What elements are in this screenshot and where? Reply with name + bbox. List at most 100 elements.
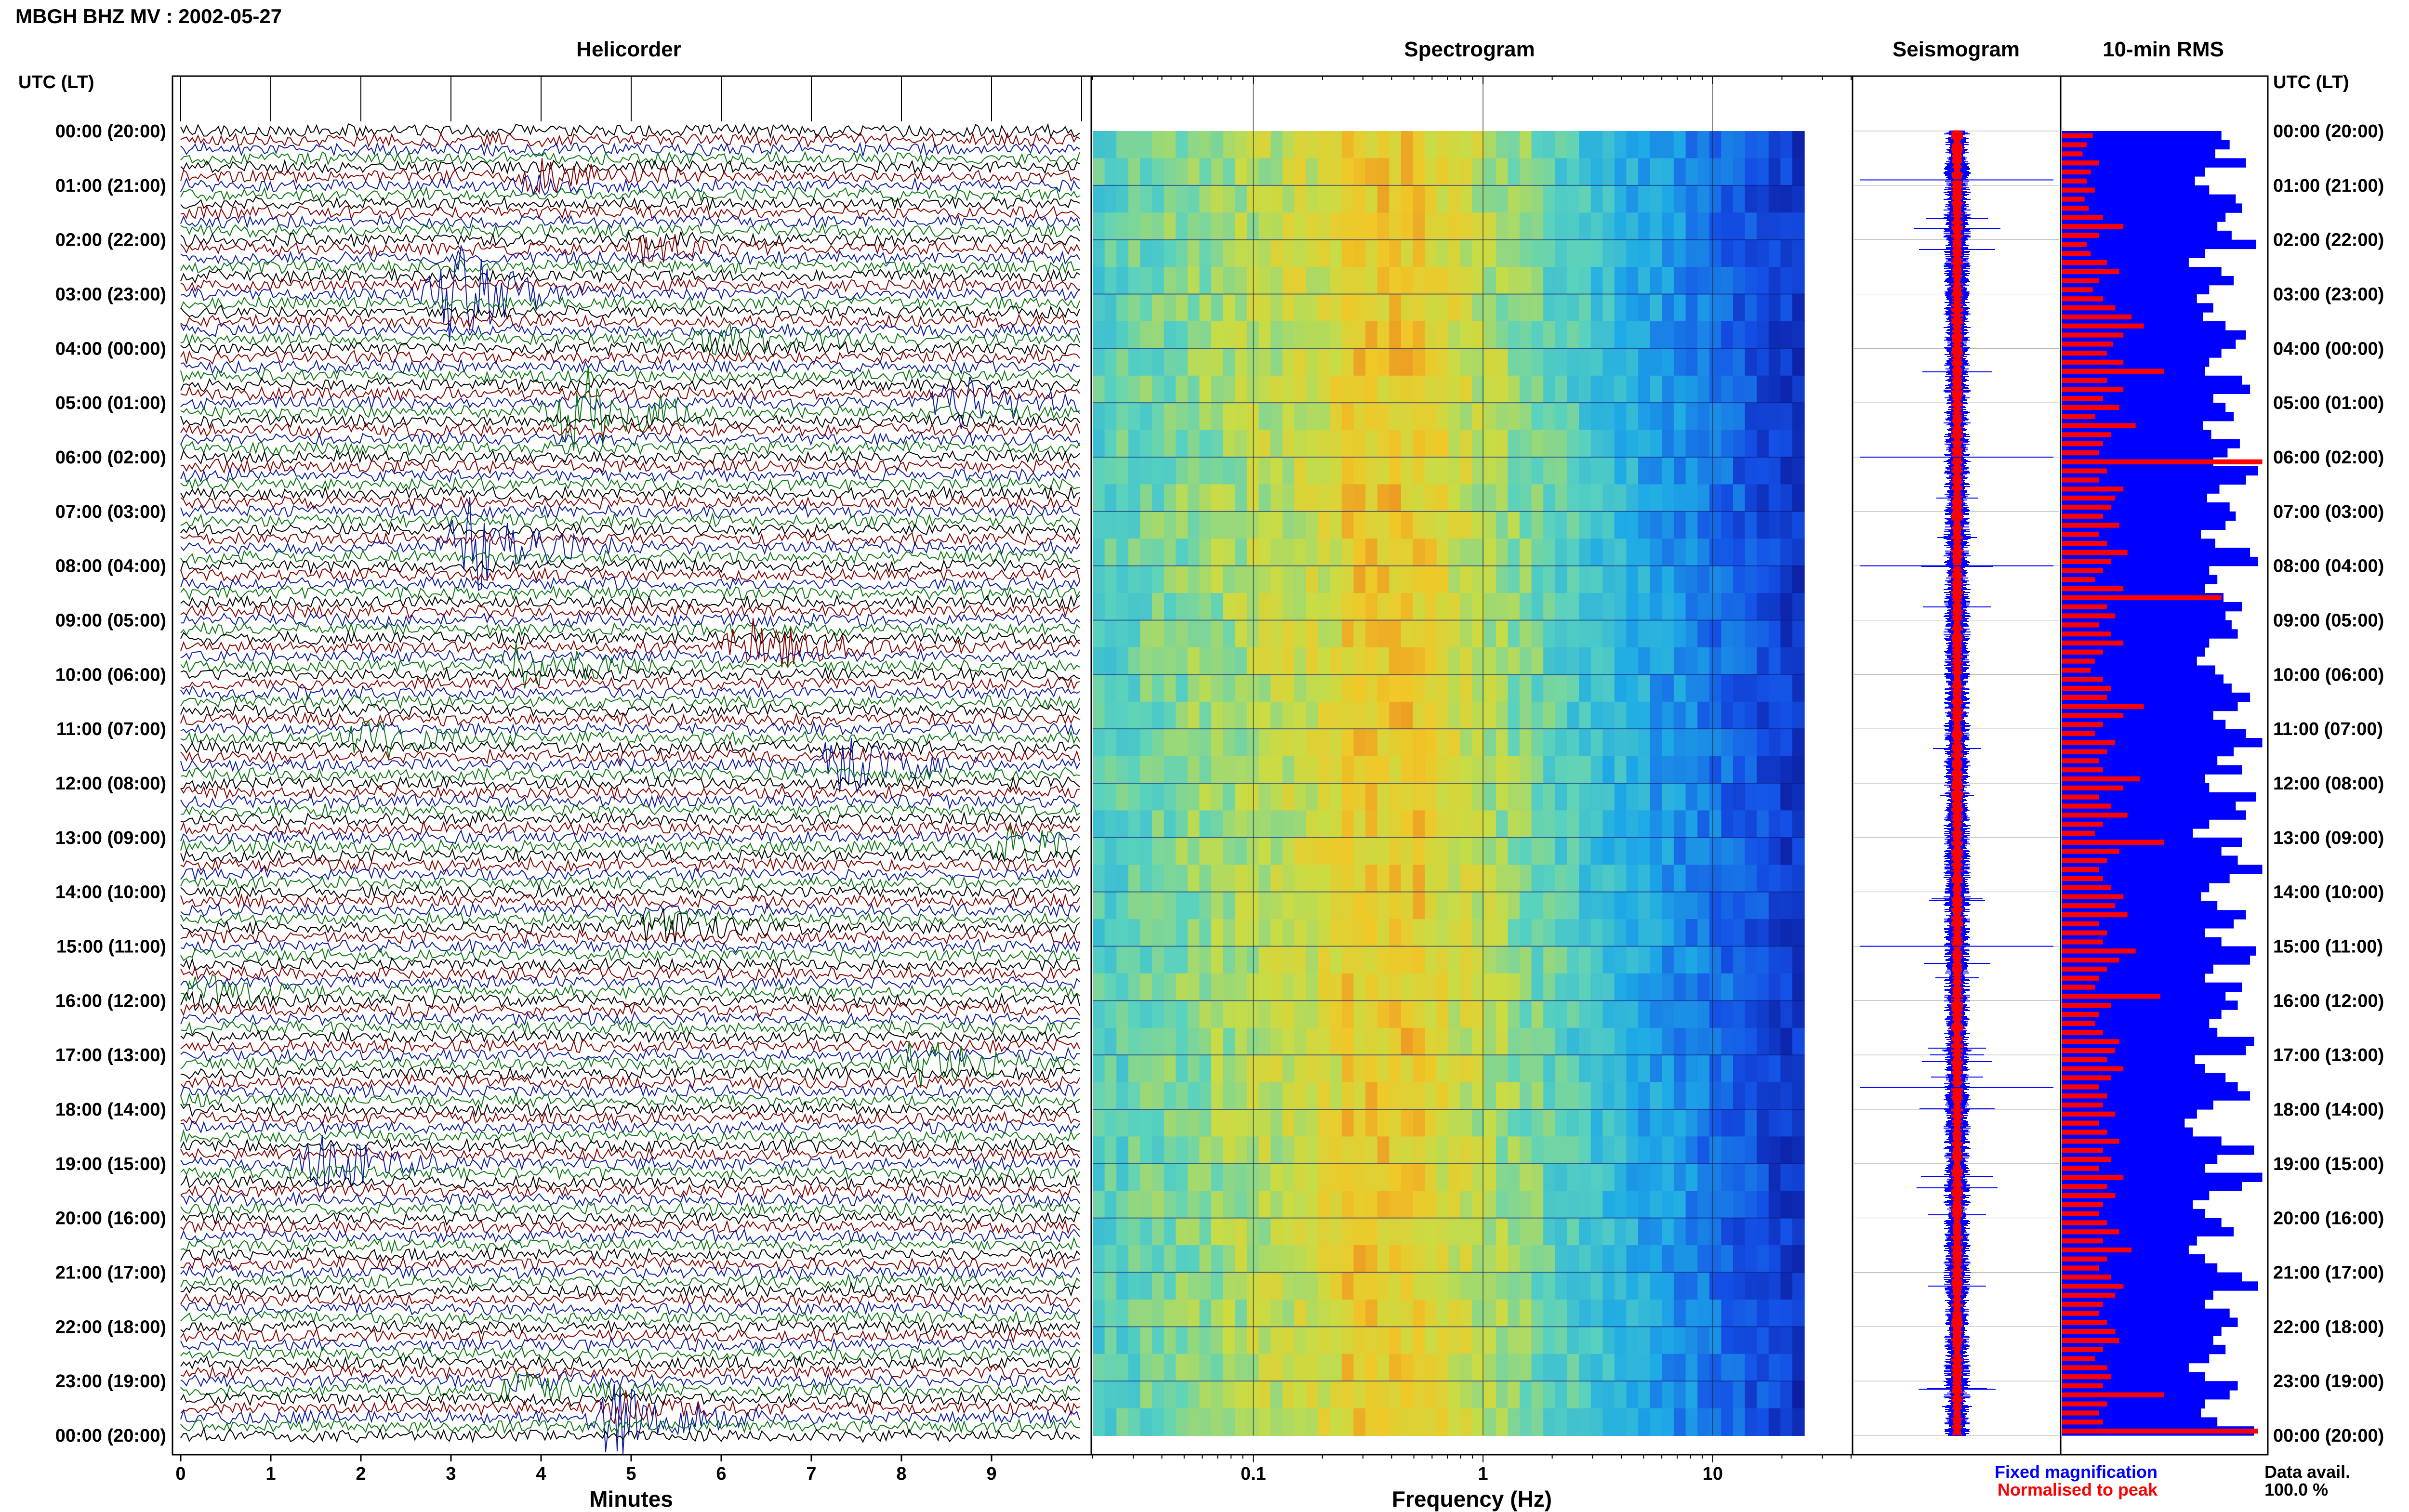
spectrogram-cell [1223,620,1236,648]
spectrogram-cell [1187,810,1200,838]
spectrogram-cell [1365,430,1378,458]
spectrogram-cell [1543,158,1556,186]
spectrogram-cell [1673,1191,1686,1219]
spectrogram-cell [1768,239,1781,268]
rms-bar-normalised [2062,586,2124,592]
spectrogram-cell [1282,158,1295,186]
spectrogram-cell [1460,1327,1473,1354]
spectrogram-cell [1306,158,1319,186]
spectrogram-cell [1235,131,1247,159]
spectrogram-cell [1579,348,1591,376]
spectrogram-cell [1673,131,1686,159]
spectrogram-cell [1164,1136,1177,1164]
spectrogram-cell [1721,212,1734,240]
spectrogram-cell [1164,511,1177,539]
spectrogram-cell [1614,756,1627,784]
spectrogram-cell [1780,403,1793,431]
spectrogram-cell [1271,837,1283,866]
spectrogram-cell [1140,348,1152,376]
spectrogram-cell [1271,1272,1283,1300]
spectrogram-cell [1425,294,1437,322]
spectrogram-cell [1673,865,1686,893]
spectrogram-cell [1235,1000,1247,1028]
spectrogram-cell [1472,892,1485,920]
spectrogram-cell [1330,1082,1342,1110]
spectrogram-cell [1401,565,1414,594]
helicorder-trace [180,196,1080,212]
spectrogram-cell [1662,1136,1674,1164]
spectrogram-cell [1294,539,1307,566]
spectrogram-cell [1187,1354,1200,1382]
spectrogram-cell [1685,865,1698,893]
spectrogram-cell [1271,892,1283,920]
spectrogram-cell [1199,1354,1212,1382]
spectrogram-cell [1294,837,1307,866]
spectrogram-cell [1448,1245,1461,1273]
spectrogram-cell [1733,919,1746,947]
spectrogram-cell [1330,1408,1342,1436]
spectrogram-cell [1638,1218,1651,1246]
spectrogram-cell [1733,239,1746,268]
spectrogram-cell [1199,674,1212,702]
spectrogram-cell [1425,131,1437,159]
spectrogram-cell [1223,1354,1236,1382]
spectrogram-cell [1460,131,1473,159]
spectrogram-cell [1116,701,1129,730]
spectrogram-cell [1306,647,1319,675]
spectrogram-cell [1377,267,1390,295]
spectrogram-cell [1650,1027,1663,1056]
spectrogram-cell [1709,783,1722,811]
spectrogram-cell [1330,131,1342,159]
spectrogram-cell [1590,131,1603,159]
spectrogram-cell [1496,783,1509,811]
spectrogram-cell [1377,1109,1390,1137]
spectrogram-cell [1602,1245,1615,1273]
spectrogram-cell [1116,1136,1129,1164]
spectrogram-cell [1448,131,1461,159]
spectrogram-cell [1520,892,1532,920]
rms-bar-normalised [2062,622,2099,628]
spectrogram-cell [1757,973,1769,1001]
spectrogram-cell [1697,1136,1710,1164]
spectrogram-cell [1508,837,1520,866]
spectrogram-cell [1472,430,1485,458]
spectrogram-cell [1579,565,1591,594]
rms-bar-fixed [2062,729,2246,738]
spectrogram-cell [1377,212,1390,240]
spectrogram-cell [1318,892,1331,920]
spectrogram-cell [1223,511,1236,539]
spectrogram-cell [1353,810,1366,838]
spectrogram-cell [1187,1381,1200,1409]
spectrogram-cell [1401,158,1414,186]
row-label-left: 11:00 (07:00) [56,719,166,739]
rms-panel [2062,131,2263,1436]
spectrogram-cell [1104,647,1117,675]
spectrogram-cell [1152,158,1165,186]
spectrogram-cell [1318,1218,1331,1246]
rms-bar-fixed [2062,874,2230,883]
spectrogram-cell [1579,729,1591,757]
spectrogram-cell [1425,1408,1437,1436]
spectrogram-cell [1745,511,1758,539]
spectrogram-cell [1757,1381,1769,1409]
spectrogram-cell [1768,1082,1781,1110]
spectrogram-cell [1389,1408,1402,1436]
spectrogram-cell [1662,185,1674,213]
spectrogram-cell [1520,620,1532,648]
spectrogram-cell [1780,1327,1793,1354]
spectrogram-cell [1520,348,1532,376]
spectrogram-cell [1164,1245,1177,1273]
helicorder-trace [180,1065,1080,1081]
spectrogram-cell [1496,294,1509,322]
spectrogram-cell [1792,185,1805,213]
spectrogram-cell [1377,647,1390,675]
spectrogram-cell [1211,294,1224,322]
spectrogram-cell [1745,593,1758,621]
spectrogram-cell [1472,457,1485,485]
spectrogram-cell [1401,457,1414,485]
spectrogram-cell [1555,185,1568,213]
helicorder-trace [180,1137,1080,1154]
spectrogram-cell [1650,511,1663,539]
spectrogram-cell [1579,674,1591,702]
spectrogram-cell [1590,837,1603,866]
